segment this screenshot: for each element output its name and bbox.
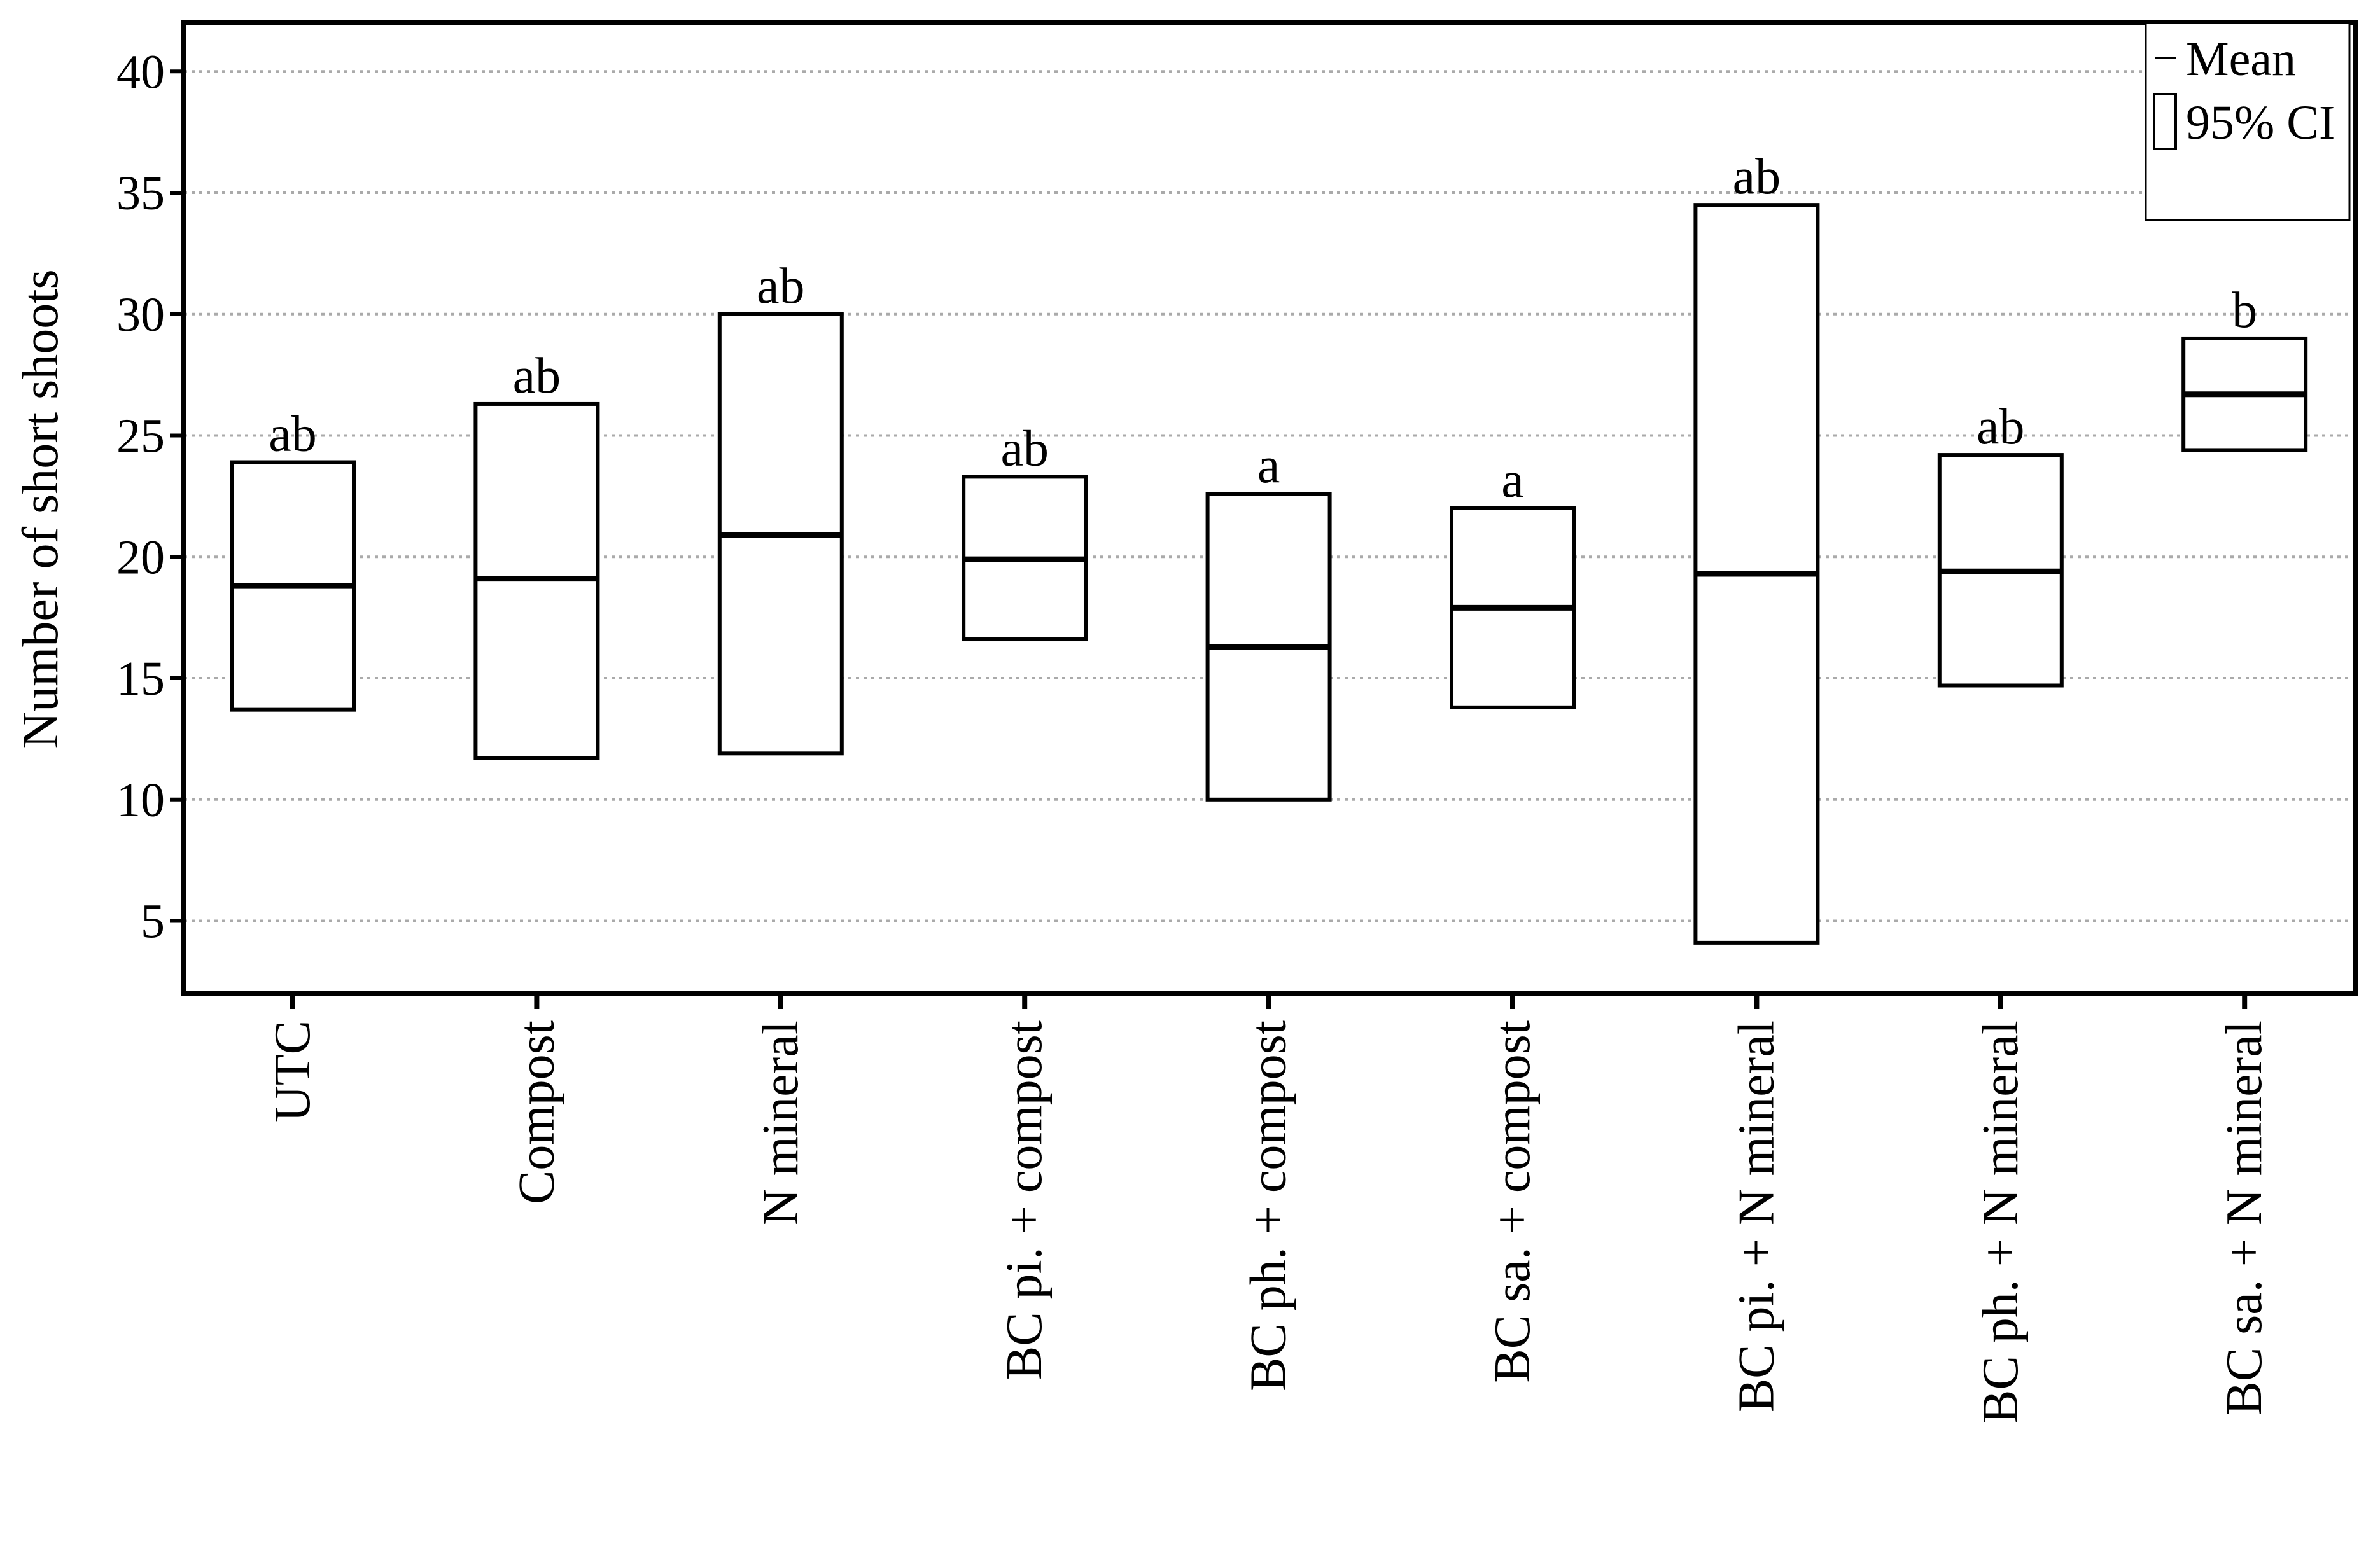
group-letter: ab [1977, 399, 2025, 455]
y-tick-label: 15 [116, 652, 165, 706]
x-tick-label: BC sa. + N mineral [2216, 1020, 2272, 1415]
y-tick-label: 25 [116, 410, 165, 463]
y-tick-label: 35 [116, 167, 165, 220]
legend-box [2145, 22, 2351, 221]
group-letter: a [1501, 452, 1524, 508]
group-letter: a [1257, 438, 1280, 494]
group-letter: b [2232, 282, 2257, 338]
x-tick-label: N mineral [753, 1020, 809, 1225]
group-letter: ab [1733, 149, 1781, 205]
group-letter: ab [757, 258, 805, 314]
group-letter: ab [513, 348, 561, 404]
x-tick-label: BC sa. + compost [1485, 1020, 1541, 1383]
boxes: ab ab ab ab a a ab ab b [230, 149, 2308, 945]
legend-ci-label: 95% CI [2186, 96, 2335, 150]
legend-mean-label: Mean [2186, 32, 2296, 86]
legend-ci-icon [2153, 93, 2177, 150]
x-tick-label: BC ph. + N mineral [1973, 1020, 2029, 1424]
x-tick-label: BC pi. + N mineral [1728, 1020, 1784, 1412]
y-axis-label: Number of short shoots [13, 269, 69, 748]
y-tick-label: 30 [116, 288, 165, 342]
x-tick-label: BC ph. + compost [1241, 1020, 1297, 1391]
y-tick-label: 20 [116, 531, 165, 584]
y-axis: 5 10 15 20 25 30 35 40 [116, 45, 184, 949]
y-tick-label: 40 [116, 45, 165, 99]
x-axis: UTC Compost N mineral BC pi. + compost BC ph… [265, 994, 2272, 1424]
x-tick-label: Compost [508, 1020, 564, 1204]
x-tick-label: UTC [265, 1020, 321, 1122]
y-tick-label: 5 [141, 895, 165, 949]
legend: Mean 95% CI [2145, 22, 2351, 221]
group-letter: ab [1000, 421, 1049, 476]
x-tick-label: BC pi. + compost [997, 1020, 1053, 1380]
group-letter: ab [269, 407, 317, 463]
y-tick-label: 10 [116, 774, 165, 827]
